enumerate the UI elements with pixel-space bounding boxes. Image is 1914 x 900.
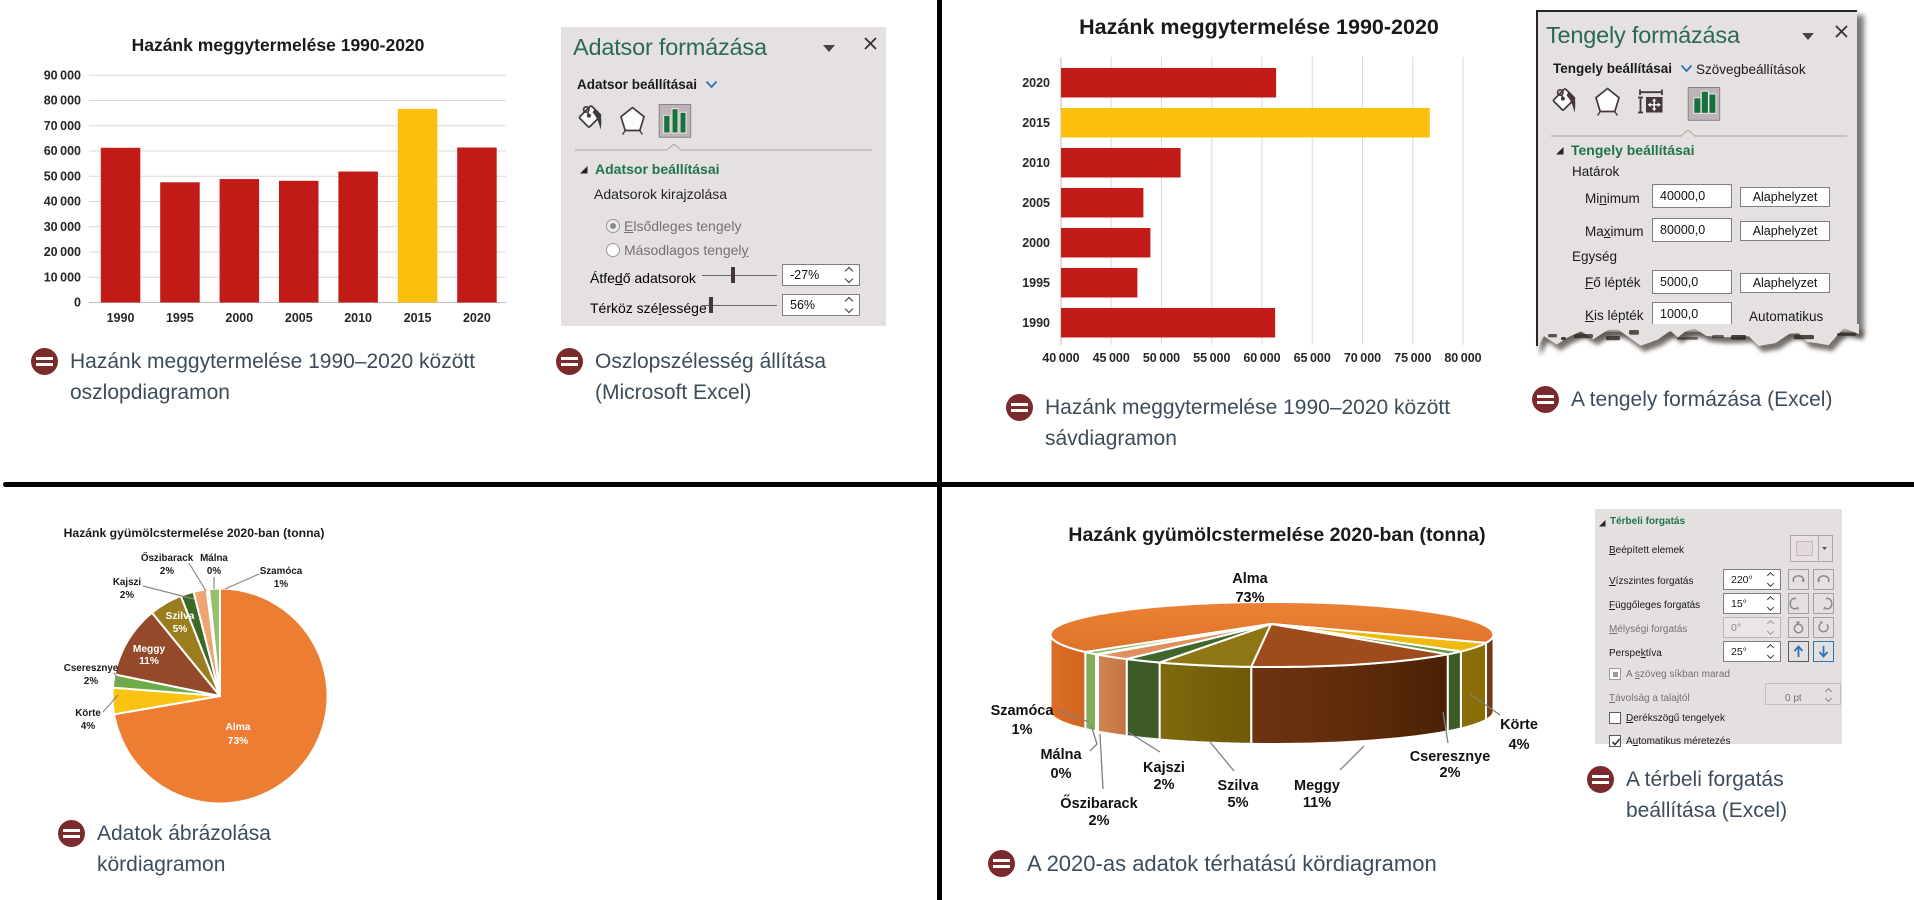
svg-text:10 000: 10 000 bbox=[44, 271, 81, 285]
svg-text:1%: 1% bbox=[274, 579, 288, 590]
svg-text:Meggy: Meggy bbox=[133, 644, 166, 655]
svg-text:2015: 2015 bbox=[404, 311, 432, 325]
svg-text:Cseresznye: Cseresznye bbox=[1410, 749, 1491, 765]
svg-text:50 000: 50 000 bbox=[44, 170, 81, 184]
svg-text:1990: 1990 bbox=[107, 311, 135, 325]
svg-text:Szilva: Szilva bbox=[1217, 778, 1259, 794]
svg-text:0%: 0% bbox=[207, 566, 221, 577]
svg-text:Málna: Málna bbox=[1040, 747, 1082, 763]
svg-text:2020: 2020 bbox=[1022, 76, 1050, 90]
svg-text:65 000: 65 000 bbox=[1294, 351, 1331, 365]
svg-text:Hazánk meggytermelése 1990-202: Hazánk meggytermelése 1990-2020 bbox=[1079, 15, 1439, 39]
svg-text:75 000: 75 000 bbox=[1394, 351, 1431, 365]
svg-text:2020: 2020 bbox=[463, 311, 491, 325]
svg-text:Kajszi: Kajszi bbox=[1143, 760, 1185, 776]
svg-text:Cseresznye: Cseresznye bbox=[64, 663, 119, 674]
svg-text:Körte: Körte bbox=[75, 708, 101, 719]
svg-text:Hazánk gyümölcstermelése 2020-: Hazánk gyümölcstermelése 2020-ban (tonna… bbox=[64, 526, 325, 540]
svg-text:Hazánk gyümölcstermelése 2020-: Hazánk gyümölcstermelése 2020-ban (tonna… bbox=[1068, 524, 1485, 546]
svg-text:2015: 2015 bbox=[1022, 116, 1050, 130]
svg-text:70 000: 70 000 bbox=[1344, 351, 1381, 365]
svg-text:2%: 2% bbox=[1440, 765, 1461, 781]
svg-text:2010: 2010 bbox=[1022, 156, 1050, 170]
svg-text:80 000: 80 000 bbox=[1444, 351, 1481, 365]
svg-text:80 000: 80 000 bbox=[44, 94, 81, 108]
svg-text:20 000: 20 000 bbox=[44, 245, 81, 259]
svg-text:11%: 11% bbox=[1303, 795, 1331, 811]
svg-text:Szilva: Szilva bbox=[166, 611, 195, 622]
svg-text:2010: 2010 bbox=[344, 311, 372, 325]
svg-text:2%: 2% bbox=[120, 590, 134, 601]
svg-text:2%: 2% bbox=[1154, 777, 1175, 793]
svg-text:40 000: 40 000 bbox=[44, 195, 81, 209]
svg-text:5%: 5% bbox=[173, 624, 188, 635]
svg-text:11%: 11% bbox=[139, 656, 159, 667]
svg-text:73%: 73% bbox=[228, 736, 248, 747]
svg-text:70 000: 70 000 bbox=[44, 119, 81, 133]
svg-text:Kajszi: Kajszi bbox=[113, 577, 142, 588]
svg-text:Málna: Málna bbox=[200, 553, 228, 564]
svg-text:Őszibarack: Őszibarack bbox=[1060, 794, 1138, 812]
svg-text:60 000: 60 000 bbox=[44, 144, 81, 158]
svg-text:2005: 2005 bbox=[1022, 196, 1050, 210]
svg-text:1%: 1% bbox=[1012, 722, 1033, 738]
svg-text:2%: 2% bbox=[84, 676, 98, 687]
svg-text:2000: 2000 bbox=[1022, 236, 1050, 250]
svg-text:Szamóca: Szamóca bbox=[991, 703, 1055, 719]
svg-text:30 000: 30 000 bbox=[44, 220, 81, 234]
svg-text:50 000: 50 000 bbox=[1143, 351, 1180, 365]
svg-text:73%: 73% bbox=[1235, 590, 1264, 606]
svg-text:90 000: 90 000 bbox=[44, 69, 81, 83]
svg-text:Alma: Alma bbox=[1232, 571, 1268, 587]
svg-text:1995: 1995 bbox=[1022, 276, 1050, 290]
svg-text:60 000: 60 000 bbox=[1243, 351, 1280, 365]
svg-text:2%: 2% bbox=[160, 566, 174, 577]
svg-text:1995: 1995 bbox=[166, 311, 194, 325]
svg-text:45 000: 45 000 bbox=[1093, 351, 1130, 365]
svg-text:2%: 2% bbox=[1089, 813, 1110, 829]
svg-text:Alma: Alma bbox=[226, 722, 251, 733]
svg-text:Őszibarack: Őszibarack bbox=[141, 552, 194, 564]
svg-text:0: 0 bbox=[74, 296, 81, 310]
svg-text:55 000: 55 000 bbox=[1193, 351, 1230, 365]
svg-text:2000: 2000 bbox=[225, 311, 253, 325]
svg-text:2005: 2005 bbox=[285, 311, 313, 325]
svg-text:Szamóca: Szamóca bbox=[260, 566, 303, 577]
svg-text:Hazánk meggytermelése 1990-202: Hazánk meggytermelése 1990-2020 bbox=[132, 35, 425, 55]
svg-text:5%: 5% bbox=[1228, 795, 1249, 811]
svg-text:4%: 4% bbox=[81, 721, 95, 732]
svg-text:Meggy: Meggy bbox=[1294, 778, 1340, 794]
svg-text:4%: 4% bbox=[1509, 737, 1530, 753]
svg-text:Körte: Körte bbox=[1500, 717, 1538, 733]
svg-text:0%: 0% bbox=[1051, 766, 1072, 782]
svg-text:1990: 1990 bbox=[1022, 316, 1050, 330]
svg-text:40 000: 40 000 bbox=[1042, 351, 1079, 365]
